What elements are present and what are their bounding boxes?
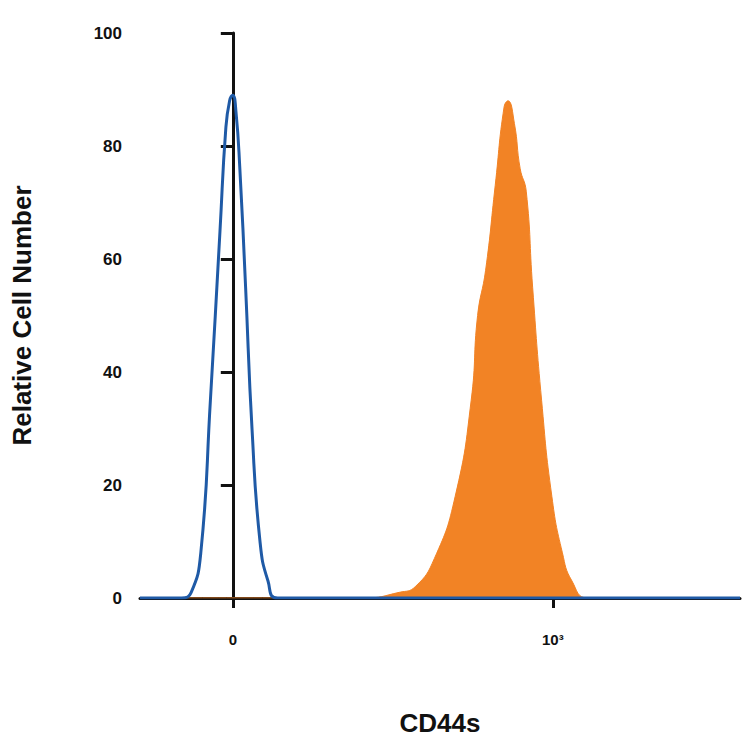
svg-text:60: 60 <box>103 250 122 269</box>
svg-text:0: 0 <box>229 631 237 648</box>
svg-text:20: 20 <box>103 476 122 495</box>
svg-text:Relative Cell Number: Relative Cell Number <box>7 185 37 445</box>
svg-text:0: 0 <box>113 589 122 608</box>
svg-text:100: 100 <box>94 24 122 43</box>
svg-text:10³: 10³ <box>542 631 564 648</box>
svg-text:80: 80 <box>103 137 122 156</box>
svg-text:CD44s: CD44s <box>400 708 481 738</box>
svg-text:40: 40 <box>103 363 122 382</box>
